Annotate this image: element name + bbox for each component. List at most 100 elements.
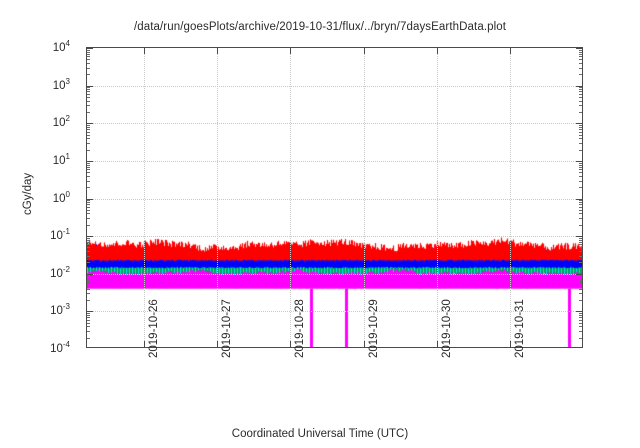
y-axis-minor-tick	[579, 224, 582, 226]
y-axis-minor-tick	[87, 300, 90, 302]
y-axis-minor-tick	[87, 288, 90, 290]
y-axis-minor-tick	[87, 91, 90, 93]
x-axis-tick-label: 2019-10-29	[367, 299, 380, 358]
y-axis-minor-tick	[87, 202, 90, 204]
y-axis-minor-tick	[579, 315, 582, 317]
y-axis-minor-tick	[579, 337, 582, 339]
y-axis-tick	[576, 273, 582, 275]
y-axis-minor-tick	[579, 322, 582, 324]
y-axis-minor-tick	[87, 169, 90, 171]
y-axis-minor-tick	[579, 285, 582, 287]
y-axis-minor-tick	[87, 74, 90, 76]
y-axis-minor-tick	[87, 206, 90, 208]
y-axis-minor-tick	[579, 74, 582, 76]
y-axis-minor-tick	[87, 131, 90, 133]
y-axis-tick	[576, 85, 582, 87]
y-axis-tick-label: 10-2	[50, 264, 70, 280]
y-axis-minor-tick	[579, 331, 582, 333]
y-axis-minor-tick	[87, 277, 90, 279]
y-axis-minor-tick	[87, 56, 90, 58]
x-axis-tick	[290, 48, 292, 54]
y-axis-minor-tick	[87, 89, 90, 91]
y-axis-minor-tick	[87, 49, 90, 51]
x-axis-tick	[290, 341, 292, 347]
y-axis-minor-tick	[579, 124, 582, 126]
y-axis-tick-label: 102	[52, 114, 70, 130]
y-axis-minor-tick	[579, 172, 582, 174]
y-axis-minor-tick	[579, 134, 582, 136]
y-axis-minor-tick	[579, 247, 582, 249]
y-axis-minor-tick	[87, 319, 90, 321]
y-axis-minor-tick	[87, 166, 90, 168]
gridline-horizontal	[87, 198, 582, 200]
y-axis-minor-tick	[87, 126, 90, 128]
x-axis-tick	[217, 341, 219, 347]
y-axis-minor-tick	[87, 175, 90, 177]
y-axis-minor-tick	[87, 138, 90, 140]
y-axis-minor-tick	[579, 53, 582, 55]
y-axis-tick	[87, 236, 93, 238]
y-axis-minor-tick	[579, 202, 582, 204]
y-axis-minor-tick	[579, 279, 582, 281]
y-axis-minor-tick	[87, 331, 90, 333]
gridline-horizontal	[87, 311, 582, 313]
y-axis-minor-tick	[87, 279, 90, 281]
y-axis-tick-label: 10-1	[50, 227, 70, 242]
y-axis-tick-label: 101	[52, 151, 70, 167]
y-axis-minor-tick	[87, 100, 90, 102]
y-axis-minor-tick	[579, 164, 582, 166]
gridline-vertical	[363, 48, 365, 347]
y-axis-minor-tick	[579, 277, 582, 279]
y-axis-minor-tick	[579, 89, 582, 91]
y-axis-minor-tick	[579, 87, 582, 89]
x-axis-tick	[436, 48, 438, 54]
y-axis-tick	[576, 123, 582, 125]
y-axis-minor-tick	[87, 62, 90, 64]
y-axis-minor-tick	[87, 237, 90, 239]
gridline-horizontal	[87, 123, 582, 125]
y-axis-minor-tick	[579, 275, 582, 277]
y-axis-minor-tick	[87, 111, 90, 113]
y-axis-minor-tick	[579, 239, 582, 241]
y-axis-minor-tick	[579, 282, 582, 284]
x-axis-tick	[510, 341, 511, 347]
gridline-horizontal	[87, 160, 582, 162]
y-axis-tick	[87, 123, 93, 125]
x-axis-tick	[363, 341, 365, 347]
x-axis-tick-label: 2019-10-30	[440, 299, 453, 358]
y-axis-minor-tick	[579, 175, 582, 177]
y-axis-minor-tick	[579, 129, 582, 131]
y-axis-minor-tick	[87, 142, 90, 144]
y-axis-minor-tick	[579, 166, 582, 168]
gridline-horizontal	[87, 85, 582, 87]
y-axis-minor-tick	[579, 213, 582, 215]
x-axis-tick-label: 2019-10-27	[221, 299, 234, 358]
y-axis-minor-tick	[579, 326, 582, 328]
gridline-horizontal	[87, 236, 582, 238]
y-axis-tick	[87, 311, 93, 313]
gridline-vertical	[510, 48, 511, 347]
y-axis-minor-tick	[87, 162, 90, 164]
y-axis-minor-tick	[87, 187, 90, 189]
y-axis-minor-tick	[579, 126, 582, 128]
y-axis-minor-tick	[87, 241, 90, 243]
y-axis-minor-tick	[579, 319, 582, 321]
y-axis-minor-tick	[579, 293, 582, 295]
y-axis-minor-tick	[579, 67, 582, 69]
y-axis-tick-label: 10-3	[50, 302, 70, 318]
x-axis-tick	[144, 48, 145, 54]
y-axis-minor-tick	[87, 255, 90, 257]
y-axis-minor-tick	[87, 204, 90, 206]
data-traces-canvas	[87, 48, 582, 347]
y-axis-minor-tick	[87, 218, 90, 220]
y-axis-tick	[576, 311, 582, 313]
y-axis-minor-tick	[579, 62, 582, 64]
y-axis-minor-tick	[87, 322, 90, 324]
y-axis-minor-tick	[579, 91, 582, 93]
y-axis-minor-tick	[579, 131, 582, 133]
page-title: /data/run/goesPlots/archive/2019-10-31/f…	[133, 21, 507, 33]
y-axis-minor-tick	[87, 124, 90, 126]
y-axis-tick-label: 10-4	[50, 340, 70, 355]
x-axis-tick	[363, 48, 365, 54]
